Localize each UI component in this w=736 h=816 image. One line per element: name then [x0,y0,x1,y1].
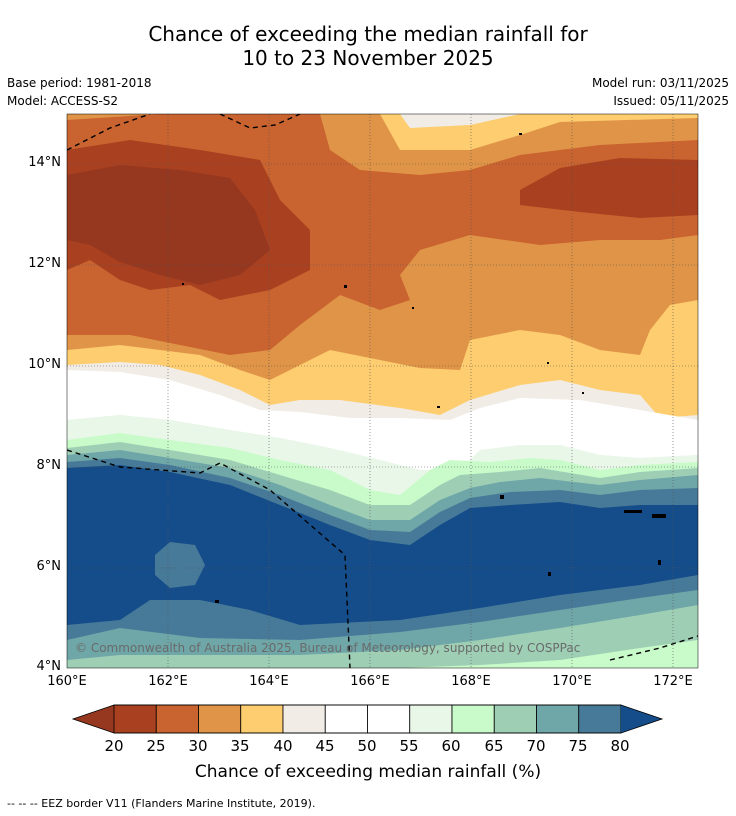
colorbar-cell [536,704,580,734]
island [624,510,642,513]
colorbar-cell [155,704,199,734]
colorbar-cell [493,704,537,734]
colorbar-cells [113,704,622,734]
colorbar-tick: 50 [357,737,377,755]
lon-label-172e: 172°E [653,674,693,689]
island [500,495,504,499]
lat-label-12n: 12°N [28,256,61,271]
islands [182,133,666,603]
colorbar-tick: 40 [273,737,293,755]
colorbar-tick: 75 [568,737,588,755]
lon-label-162e: 162°E [148,674,188,689]
eez-border-central [67,449,351,668]
colorbar-cell [240,704,284,734]
title-line-1: Chance of exceeding the median rainfall … [148,22,588,46]
island [437,406,440,408]
map-frame [66,113,699,669]
colorbar-outline [71,704,664,734]
eez-legend-note: -- -- -- EEZ border V11 (Flanders Marine… [7,797,316,810]
colorbar-cell [409,704,453,734]
meta-left: Base period: 1981-2018 Model: ACCESS-S2 [7,74,152,110]
island [519,133,522,135]
base-period-label: Base period: 1981-2018 [7,76,152,90]
colorbar-cell [282,704,326,734]
colorbar-tick: 65 [484,737,504,755]
colorbar-tick: 80 [610,737,630,755]
colorbar-low-arrow [73,705,114,733]
island [412,307,414,309]
band-20-25-east [520,158,698,218]
colorbar-tick: 60 [441,737,461,755]
copyright-notice: © Commonwealth of Australia 2025, Bureau… [75,641,581,655]
rainfall-probability-field [67,114,698,668]
issued-label: Issued: 05/11/2025 [613,94,729,108]
colorbar-tick: 55 [399,737,419,755]
lat-label-8n: 8°N [36,458,62,473]
chart-title: Chance of exceeding the median rainfall … [0,22,736,70]
island [547,362,549,364]
model-label: Model: ACCESS-S2 [7,94,119,108]
island [344,285,347,288]
colorbar-tick: 20 [104,737,124,755]
model-run-label: Model run: 03/11/2025 [591,76,729,90]
lon-label-170e: 170°E [552,674,592,689]
colorbar-cell [324,704,368,734]
colorbar-tick: 35 [230,737,250,755]
colorbar-cell [113,704,157,734]
island [652,514,666,518]
colorbar-tick: 30 [188,737,208,755]
island [215,600,219,603]
colorbar-tick: 70 [526,737,546,755]
lat-label-6n: 6°N [36,559,62,574]
colorbar-high-arrow [621,705,662,733]
island [658,560,661,565]
eez-border-northwest [67,114,151,151]
lon-label-164e: 164°E [249,674,289,689]
meta-right: Model run: 03/11/2025 Issued: 05/11/2025 [592,74,729,110]
colorbar-cell [198,704,242,734]
lat-label-14n: 14°N [28,155,61,170]
colorbar-cell [451,704,495,734]
colorbar [71,704,664,734]
lat-label-10n: 10°N [28,357,61,372]
lon-label-160e: 160°E [47,674,87,689]
band-above-80 [67,465,698,625]
lon-label-168e: 168°E [451,674,491,689]
band-75-80-island [155,542,205,588]
eez-borders [67,114,698,668]
title-line-2: 10 to 23 November 2025 [242,46,494,70]
island [582,392,584,394]
colorbar-tick: 25 [146,737,166,755]
band-below-20 [67,165,270,285]
colorbar-title: Chance of exceeding median rainfall (%) [194,762,542,782]
colorbar-cell [367,704,411,734]
lon-label-166e: 166°E [350,674,390,689]
island [182,283,184,285]
graticule [67,114,698,668]
eez-border-north [219,114,301,129]
colorbar-tick: 45 [315,737,335,755]
colorbar-cell [578,704,622,734]
lat-label-4n: 4°N [36,659,62,674]
island [548,572,551,576]
